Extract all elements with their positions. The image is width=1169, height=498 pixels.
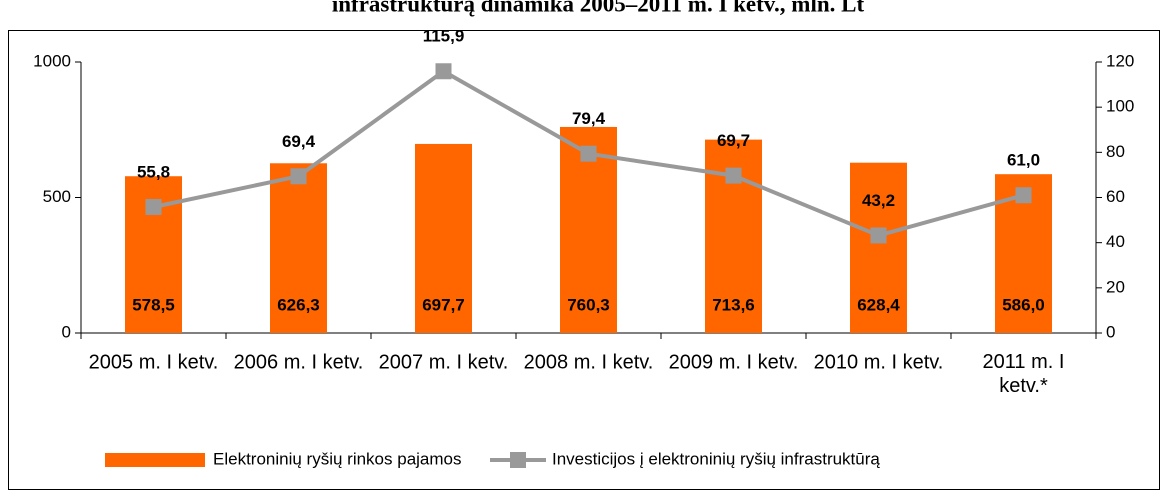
x-tick-label: 2005 m. I ketv. <box>89 351 219 373</box>
bar-value-label: 697,7 <box>422 295 465 314</box>
line-marker <box>580 145 597 162</box>
line-marker <box>725 167 742 184</box>
line-value-label: 55,8 <box>137 162 170 181</box>
legend-label: Investicijos į elektroninių ryšių infras… <box>552 449 880 468</box>
x-tick-label: 2008 m. I ketv. <box>524 351 654 373</box>
line-marker <box>290 168 307 185</box>
bar-value-label: 760,3 <box>567 295 610 314</box>
y2-tick-label: 120 <box>1106 51 1134 70</box>
line-value-label: 43,2 <box>862 191 895 210</box>
legend-marker <box>510 452 526 468</box>
y2-tick-label: 60 <box>1106 187 1125 206</box>
x-tick-label: 2010 m. I ketv. <box>814 351 944 373</box>
y2-tick-label: 20 <box>1106 277 1125 296</box>
y-tick-label: 500 <box>43 187 71 206</box>
y2-tick-label: 0 <box>1106 322 1115 341</box>
bar <box>415 143 472 333</box>
y2-tick-label: 40 <box>1106 232 1125 251</box>
line-value-label: 69,7 <box>717 131 750 150</box>
y2-tick-label: 100 <box>1106 97 1134 116</box>
legend-label: Elektroninių ryšių rinkos pajamos <box>213 449 462 468</box>
x-tick-label: 2007 m. I ketv. <box>379 351 509 373</box>
bar <box>270 163 327 333</box>
legend-swatch <box>105 453 205 467</box>
line-value-label: 79,4 <box>572 109 606 128</box>
x-tick-label: 2009 m. I ketv. <box>669 351 799 373</box>
y2-tick-label: 80 <box>1106 142 1125 161</box>
y-tick-label: 1000 <box>33 51 71 70</box>
bar-value-label: 626,3 <box>277 295 320 314</box>
bar-value-label: 586,0 <box>1002 295 1045 314</box>
line-marker <box>145 198 162 215</box>
line-marker <box>435 63 452 80</box>
line-marker <box>870 227 887 244</box>
x-tick-label: 2006 m. I ketv. <box>234 351 364 373</box>
bar-value-label: 713,6 <box>712 295 755 314</box>
y-tick-label: 0 <box>62 322 71 341</box>
chart-title: infrastruktūrą dinamika 2005–2011 m. I k… <box>332 0 865 16</box>
line-marker <box>1015 187 1032 204</box>
line-value-label: 61,0 <box>1007 151 1040 170</box>
bar-value-label: 578,5 <box>132 295 175 314</box>
bar-value-label: 628,4 <box>857 295 900 314</box>
line-value-label: 69,4 <box>282 132 316 151</box>
line-value-label: 115,9 <box>423 27 465 46</box>
bar <box>850 162 907 333</box>
